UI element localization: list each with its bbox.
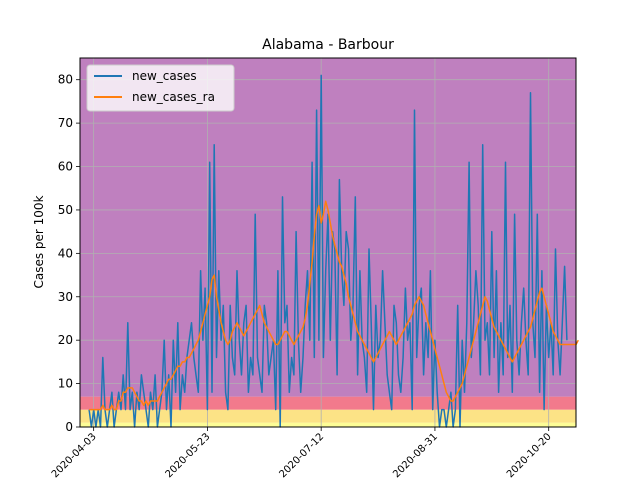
y-tick-label-60: 60 — [58, 160, 73, 174]
y-tick-label-70: 70 — [58, 116, 73, 130]
plot-frame — [79, 57, 577, 428]
legend-label-new-cases-ra: new_cases_ra — [132, 90, 215, 104]
chart-title: Alabama - Barbour — [262, 37, 394, 53]
x-tick-label-2020-05-23: 2020-05-23 — [164, 431, 213, 480]
x-tick-label-2020-04-03: 2020-04-03 — [50, 431, 99, 480]
series-lines — [88, 74, 579, 428]
legend-label-new-cases: new_cases — [132, 69, 197, 83]
y-axis-ticks: 0 10 20 30 40 50 60 70 80 — [58, 73, 80, 434]
y-tick-label-30: 30 — [58, 290, 73, 304]
background-band-1 — [80, 409, 576, 423]
y-tick-label-80: 80 — [58, 73, 73, 87]
y-tick-label-10: 10 — [58, 377, 73, 391]
background-band-0 — [80, 422, 576, 427]
legend: new_cases new_cases_ra — [86, 64, 235, 112]
background-band-2 — [80, 396, 576, 410]
legend-box — [86, 64, 235, 112]
y-tick-label-50: 50 — [58, 203, 73, 217]
series-line-new-cases — [88, 74, 568, 428]
x-axis-ticks: 2020-04-03 2020-05-23 2020-07-12 2020-08-31… — [50, 427, 554, 480]
y-tick-label-0: 0 — [65, 420, 73, 434]
y-axis-label: Cases per 100k — [32, 195, 46, 288]
x-tick-label-2020-08-31: 2020-08-31 — [391, 431, 440, 480]
y-tick-label-20: 20 — [58, 333, 73, 347]
x-tick-label-2020-07-12: 2020-07-12 — [277, 431, 326, 480]
y-tick-label-40: 40 — [58, 246, 73, 260]
x-tick-label-2020-10-20: 2020-10-20 — [505, 431, 554, 480]
series-line-new-cases-ra — [89, 200, 579, 411]
